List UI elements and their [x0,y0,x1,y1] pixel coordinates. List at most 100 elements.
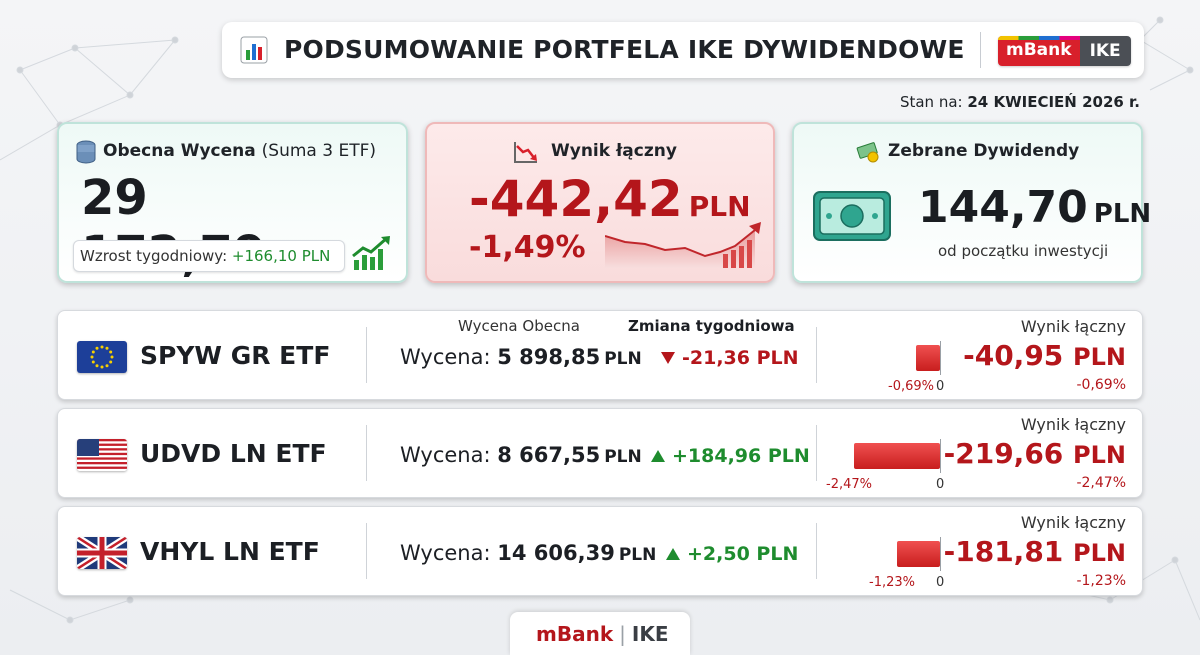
etf-result-percent: -1,23% [1076,573,1126,589]
weekly-growth-value: +166,10 PLN [231,247,331,265]
etf-weekly-change: +184,96 PLN [650,445,810,467]
etf-result-bar [897,541,940,567]
etf-valuation: Wycena: 5 898,85 PLN [400,345,642,369]
as-of-date: Stan na: 24 KWIECIEŃ 2026 r. [900,93,1140,111]
dividends-amount-value: 144,70 [918,182,1088,233]
dividends-card: Zebrane Dywidendy 144,70 PLN od początku … [792,122,1151,283]
etf-weekly-change-value: -21,36 PLN [682,347,799,369]
eu-flag-icon [77,341,127,373]
total-result-amount: -442,42 PLN [469,170,751,228]
footer-brand-separator: | [619,622,626,646]
etf-result-value: -40,95 [963,339,1064,372]
money-icon [856,142,879,163]
etf-weekly-change: +2,50 PLN [665,543,798,565]
etf-valuation: Wycena: 14 606,39 PLN [400,541,656,565]
etf-valuation-currency: PLN [604,349,642,369]
etf-valuation-currency: PLN [604,447,642,467]
footer-brand-mbank: mBank [536,622,614,646]
header-weekly-change: Zmiana tygodniowa [628,317,795,335]
header-banner: PODSUMOWANIE PORTFELA IKE DYWIDENDOWE mB… [222,22,1144,78]
brand-ike-text: IKE [1079,36,1131,66]
database-coins-icon [76,140,96,164]
dividends-currency: PLN [1093,199,1152,229]
mbank-ike-logo: mBank IKE [998,36,1131,66]
etf-row: SPYW GR ETF Wycena Obecna Zmiana tygodniow… [57,310,1143,400]
row-divider [366,327,367,383]
row-divider [366,425,367,481]
bar-zero-axis [940,439,941,473]
bar-zero-label: 0 [936,575,945,590]
valuation-label-note: (Suma 3 ETF) [261,141,376,161]
triangle-up-icon [651,450,665,462]
bar-percent-label: -0,69% [888,379,934,394]
etf-result: -181,81 PLN [944,535,1126,568]
etf-valuation: Wycena: 8 667,55 PLN [400,443,642,467]
etf-row: UDVD LN ETF Wycena: 8 667,55 PLN +184,96 PL… [57,408,1143,498]
footer-brand: mBank | IKE [510,612,690,655]
bar-percent-label: -1,23% [869,575,915,590]
header-current-valuation: Wycena Obecna [458,317,580,335]
etf-name: UDVD LN ETF [140,439,327,468]
footer-brand-ike: IKE [631,622,669,646]
dividends-amount: 144,70 PLN [918,182,1151,233]
weekly-growth-pill: Wzrost tygodniowy: +166,10 PLN [73,240,345,272]
etf-result-value: -181,81 [943,535,1064,568]
as-of-value: 24 KWIECIEŃ 2026 r. [967,93,1140,111]
etf-result-bar [916,345,940,371]
valuation-label-text: Obecna Wycena [103,141,256,161]
bar-zero-label: 0 [936,477,945,492]
as-of-label: Stan na: [899,93,963,111]
trend-up-icon [352,236,390,270]
bar-zero-axis [940,537,941,571]
etf-valuation-label: Wycena: [400,443,491,467]
etf-result-value: -219,66 [943,437,1064,470]
etf-valuation-currency: PLN [618,545,657,565]
etf-result-percent: -0,69% [1076,377,1126,393]
bar-zero-label: 0 [936,379,945,394]
bar-zero-axis [940,341,941,375]
row-divider [816,425,817,481]
uk-flag-icon [77,537,127,569]
triangle-up-icon [666,548,680,560]
row-divider [816,327,817,383]
valuation-label: Obecna Wycena (Suma 3 ETF) [103,141,376,161]
total-result-percent: -1,49% [469,230,586,265]
brand-mbank-text: mBank [1006,40,1072,60]
etf-name: VHYL LN ETF [140,537,320,566]
etf-result-currency: PLN [1073,539,1126,567]
etf-result-label: Wynik łączny [1020,513,1126,532]
etf-valuation-value: 5 898,85 [497,345,601,369]
etf-result-percent: -2,47% [1076,475,1126,491]
dividends-note: od początku inwestycji [938,242,1109,260]
row-divider [366,523,367,579]
valuation-card: Obecna Wycena (Suma 3 ETF) 29 172,79PLN … [57,122,408,283]
etf-result: -219,66 PLN [944,437,1126,470]
total-result-card: Wynik łączny -442,42 PLN -1,49% [425,122,775,283]
dividends-label: Zebrane Dywidendy [888,141,1080,161]
page-title: PODSUMOWANIE PORTFELA IKE DYWIDENDOWE [284,35,965,64]
row-divider [816,523,817,579]
etf-name: SPYW GR ETF [140,341,331,370]
triangle-down-icon [661,352,675,364]
total-result-label: Wynik łączny [551,141,677,161]
total-result-value: -442,42 [469,170,683,228]
etf-row: VHYL LN ETF Wycena: 14 606,39 PLN +2,50 PLN… [57,506,1143,596]
etf-weekly-change-value: +2,50 PLN [687,543,799,565]
bar-chart-icon [240,36,268,64]
etf-valuation-label: Wycena: [400,541,491,565]
etf-valuation-value: 8 667,55 [497,443,601,467]
etf-valuation-label: Wycena: [400,345,491,369]
header-divider [980,32,981,68]
etf-result-bar [854,443,940,469]
weekly-growth-label: Wzrost tygodniowy: [80,247,228,265]
trend-down-icon [514,142,537,163]
etf-result-currency: PLN [1073,343,1126,371]
etf-valuation-value: 14 606,39 [497,541,615,565]
etf-result-currency: PLN [1073,441,1126,469]
bar-percent-label: -2,47% [826,477,872,492]
banknote-icon [813,191,891,241]
total-result-currency: PLN [688,190,751,223]
etf-result: -40,95 PLN [963,339,1126,372]
etf-result-label: Wynik łączny [1020,317,1126,336]
etf-weekly-change-value: +184,96 PLN [672,445,810,467]
